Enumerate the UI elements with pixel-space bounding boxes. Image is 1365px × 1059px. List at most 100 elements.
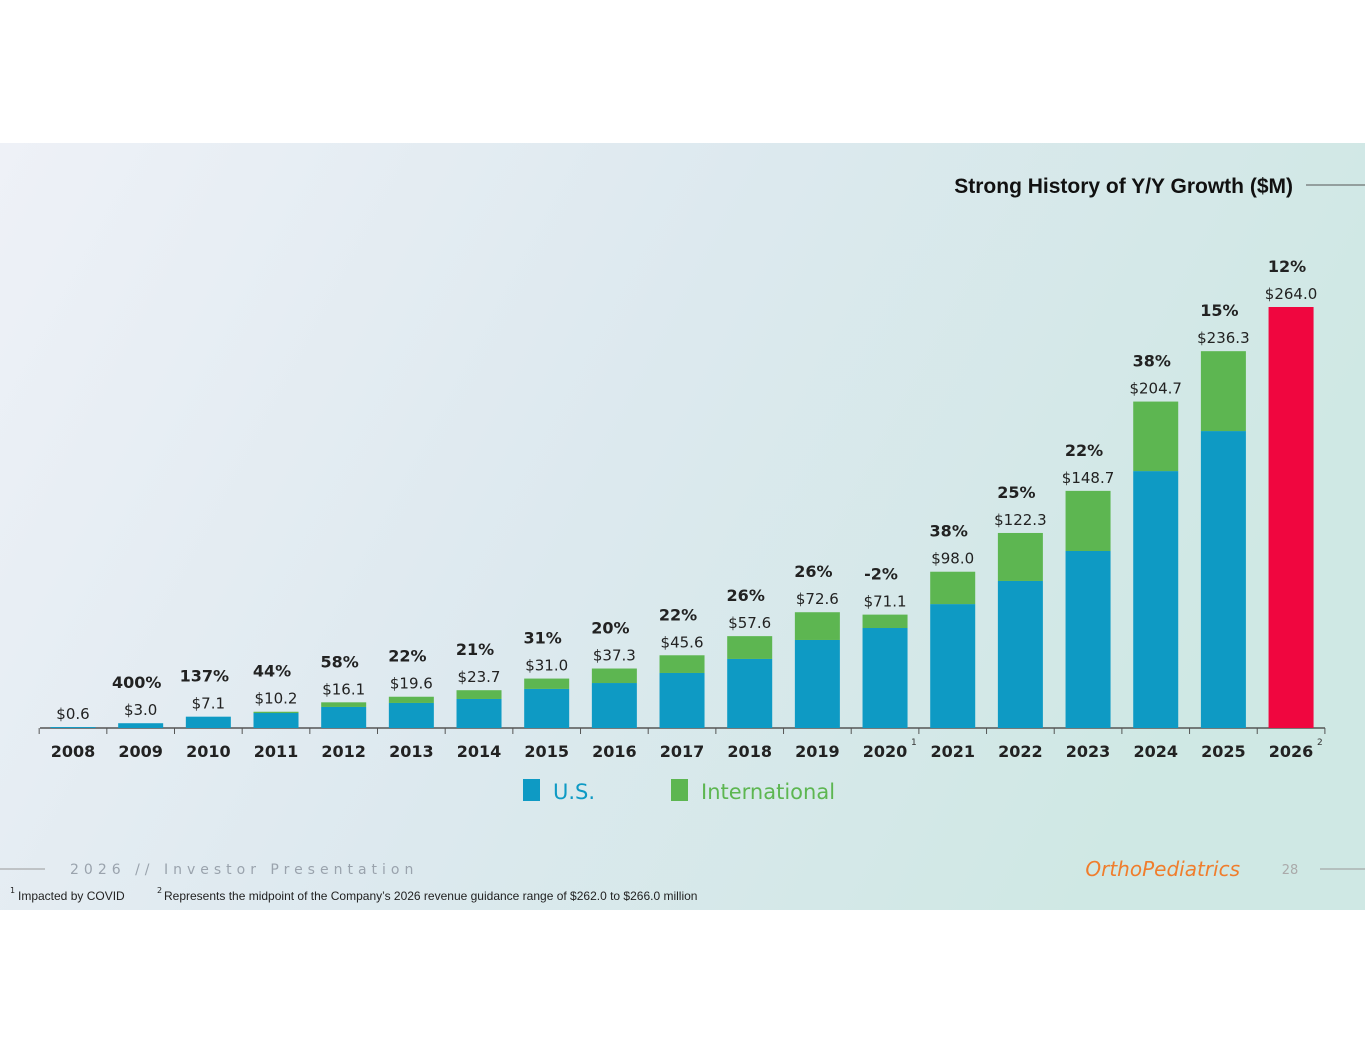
- growth-label: 22%: [659, 605, 697, 624]
- bar-segment: [321, 702, 367, 707]
- bar-segment: [1200, 351, 1246, 432]
- growth-label: 21%: [456, 640, 494, 659]
- bar-segment: [794, 639, 840, 728]
- bar-segment: [388, 696, 434, 703]
- total-label: $45.6: [661, 633, 704, 651]
- x-tick-label: 2026: [1269, 742, 1314, 761]
- growth-label: 137%: [180, 667, 229, 686]
- growth-label: 12%: [1268, 257, 1306, 276]
- bar-segment: [862, 614, 908, 629]
- total-label: $16.1: [322, 680, 365, 698]
- growth-label: 400%: [112, 673, 161, 692]
- note-mark: 1: [10, 886, 15, 895]
- x-tick-label: 2021: [930, 742, 975, 761]
- footnote: Represents the midpoint of the Company’s…: [164, 889, 697, 903]
- bar-segment: [456, 698, 502, 728]
- total-label: $122.3: [994, 511, 1047, 529]
- bar-segment: [727, 636, 773, 659]
- legend-swatch: [523, 779, 540, 801]
- chart-title: Strong History of Y/Y Growth ($M): [954, 175, 1293, 198]
- x-tick-label: 2017: [660, 742, 705, 761]
- bar-segment: [1133, 401, 1179, 472]
- growth-label: 31%: [524, 629, 562, 648]
- total-label: $264.0: [1265, 285, 1318, 303]
- x-tick-label: 2009: [118, 742, 163, 761]
- bar-segment: [50, 727, 96, 728]
- x-tick-label: 2015: [524, 742, 569, 761]
- bar-segment: [997, 580, 1043, 728]
- total-label: $148.7: [1062, 469, 1115, 487]
- total-label: $3.0: [124, 701, 157, 719]
- legend-swatch: [671, 779, 688, 801]
- bar-segment: [659, 655, 705, 673]
- bar-segment: [1065, 550, 1111, 728]
- x-tick-label: 2022: [998, 742, 1043, 761]
- bar-segment: [524, 688, 570, 728]
- growth-label: 38%: [930, 522, 968, 541]
- bar-segment: [1200, 431, 1246, 728]
- bar-segment: [185, 716, 231, 728]
- total-label: $7.1: [192, 695, 225, 713]
- bar-segment: [118, 723, 164, 728]
- bar-segment: [456, 690, 502, 699]
- bar-segment: [997, 532, 1043, 581]
- total-label: $37.3: [593, 647, 636, 665]
- x-tick-label: 2008: [51, 742, 96, 761]
- x-tick-label: 2025: [1201, 742, 1246, 761]
- total-label: $10.2: [255, 690, 298, 708]
- bar-segment: [253, 713, 299, 728]
- bar-segment: [930, 571, 976, 605]
- x-tick-label: 2013: [389, 742, 434, 761]
- x-tick-label: 2012: [321, 742, 366, 761]
- bar: [1268, 307, 1314, 728]
- total-label: $236.3: [1197, 329, 1250, 347]
- growth-label: 58%: [321, 652, 359, 671]
- growth-label: 22%: [388, 647, 426, 666]
- category-note: 2: [1317, 738, 1323, 748]
- bar-segment: [524, 678, 570, 689]
- x-tick-label: 2023: [1066, 742, 1111, 761]
- note-mark: 2: [157, 886, 162, 895]
- bar-segment: [321, 706, 367, 728]
- total-label: $98.0: [931, 550, 974, 568]
- x-tick-label: 2024: [1133, 742, 1178, 761]
- growth-label: -2%: [864, 565, 898, 584]
- x-tick-label: 2014: [457, 742, 502, 761]
- x-tick-label: 2020: [863, 742, 908, 761]
- growth-label: 26%: [727, 586, 765, 605]
- bar-segment: [659, 672, 705, 728]
- logo: OrthoPediatrics: [1085, 857, 1240, 881]
- footnote: Impacted by COVID: [18, 889, 125, 903]
- legend-label: U.S.: [553, 780, 595, 804]
- growth-label: 25%: [997, 483, 1035, 502]
- legend-label: International: [701, 780, 835, 804]
- x-tick-label: 2011: [254, 742, 299, 761]
- growth-label: 20%: [591, 619, 629, 638]
- bar-segment: [862, 628, 908, 728]
- growth-label: 38%: [1133, 352, 1171, 371]
- total-label: $204.7: [1129, 380, 1182, 398]
- category-note: 1: [911, 738, 917, 748]
- x-tick-label: 2018: [727, 742, 772, 761]
- page-number: 28: [1282, 863, 1299, 878]
- growth-label: 15%: [1200, 301, 1238, 320]
- footer-presentation: 2026 // Investor Presentation: [70, 862, 418, 878]
- bar-segment: [930, 604, 976, 728]
- bar-segment: [1065, 490, 1111, 551]
- total-label: $23.7: [458, 668, 501, 686]
- total-label: $72.6: [796, 590, 839, 608]
- total-label: $71.1: [864, 593, 907, 611]
- bar-segment: [794, 612, 840, 640]
- x-tick-label: 2016: [592, 742, 637, 761]
- total-label: $31.0: [525, 657, 568, 675]
- bar-segment: [388, 702, 434, 728]
- bar-segment: [591, 683, 637, 728]
- growth-label: 26%: [794, 562, 832, 581]
- bar-segment: [727, 658, 773, 728]
- total-label: $0.6: [56, 705, 89, 723]
- growth-label: 44%: [253, 662, 291, 681]
- x-tick-label: 2019: [795, 742, 840, 761]
- x-tick-label: 2010: [186, 742, 231, 761]
